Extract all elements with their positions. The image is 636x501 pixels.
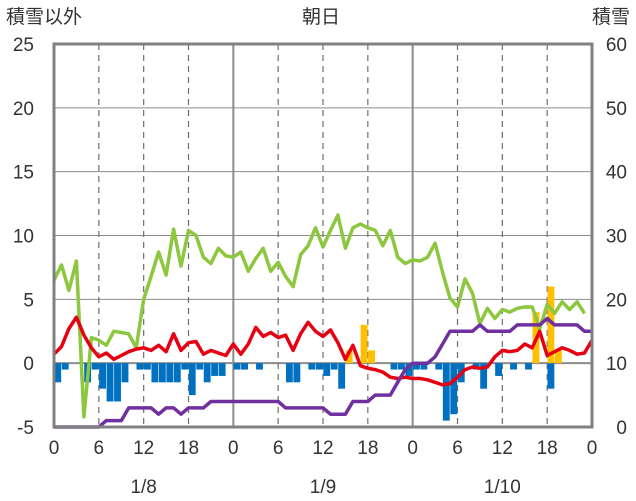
bar [315,363,323,370]
right-axis-label: 積雪 [592,6,630,28]
chart-title: 朝日 [302,6,340,28]
bar [196,363,204,370]
bar [412,363,420,370]
bar [450,363,458,415]
hour-tick-label: 0 [407,438,418,459]
bar [181,363,189,370]
bar [398,363,405,370]
bar [158,363,166,383]
date-label: 1/8 [130,477,156,498]
date-label: 1/10 [484,477,521,498]
hour-tick-label: 0 [587,438,598,459]
bar [368,350,376,364]
bar [136,363,144,370]
line-series-path [54,316,592,429]
bar [390,363,398,370]
left-tick-label: 20 [13,99,34,120]
hour-tick-label: 18 [537,438,558,459]
hour-tick-label: 0 [49,438,60,459]
left-axis-label: 積雪以外 [6,6,82,28]
bar [547,286,555,364]
hour-tick-label: 12 [133,438,154,459]
left-tick-label: 0 [23,354,34,375]
bar [285,363,293,383]
bar [338,363,346,389]
left-tick-label: -5 [17,418,34,439]
bar [547,363,555,389]
right-tick-label: 0 [616,418,627,439]
bar [554,350,562,364]
bar [420,363,428,370]
bar [293,363,301,383]
right-tick-label: 40 [606,163,627,184]
date-label: 1/9 [310,477,336,498]
bar [360,324,368,364]
bar [121,363,129,383]
right-tick-label: 20 [606,290,627,311]
bar [114,363,121,402]
bar [211,363,219,376]
hour-tick-label: 12 [492,438,513,459]
hour-tick-label: 18 [357,438,378,459]
right-tick-label: 10 [606,354,627,375]
bar [173,363,181,383]
bar [106,363,114,402]
left-tick-label: 15 [13,163,34,184]
bar [143,363,151,370]
bar [323,363,331,376]
hour-tick-label: 12 [312,438,333,459]
hour-tick-label: 6 [273,438,284,459]
hour-tick-label: 0 [228,438,239,459]
line-series [52,213,594,429]
bar [241,363,248,370]
hour-tick-label: 6 [452,438,463,459]
bar [218,363,226,376]
bar [203,363,211,383]
right-tick-label: 50 [606,99,627,120]
hour-tick-label: 18 [178,438,199,459]
bar-series [54,286,562,421]
bar [99,363,107,389]
bar [405,363,413,376]
grid-lines [54,44,592,427]
bar [54,363,62,383]
bar [435,363,443,370]
bar [166,363,174,383]
left-tick-label: 5 [23,290,34,311]
right-tick-label: 30 [606,227,627,248]
bar [330,363,338,370]
bar [510,363,517,370]
bar [495,363,503,376]
right-tick-label: 60 [606,35,627,56]
bar [91,363,99,370]
line-series-path [52,213,586,419]
bar [345,350,353,364]
bar [525,363,532,370]
hour-tick-label: 6 [94,438,105,459]
line-series-path [52,315,594,387]
bar [308,363,316,370]
bar [256,363,263,370]
plot-frame [52,42,594,429]
bar [151,363,159,383]
bar [188,363,196,396]
bar [442,363,450,421]
bar [480,363,488,389]
bar [233,363,241,370]
bar [61,363,69,370]
left-tick-label: 10 [13,227,34,248]
left-tick-label: 25 [13,35,34,56]
